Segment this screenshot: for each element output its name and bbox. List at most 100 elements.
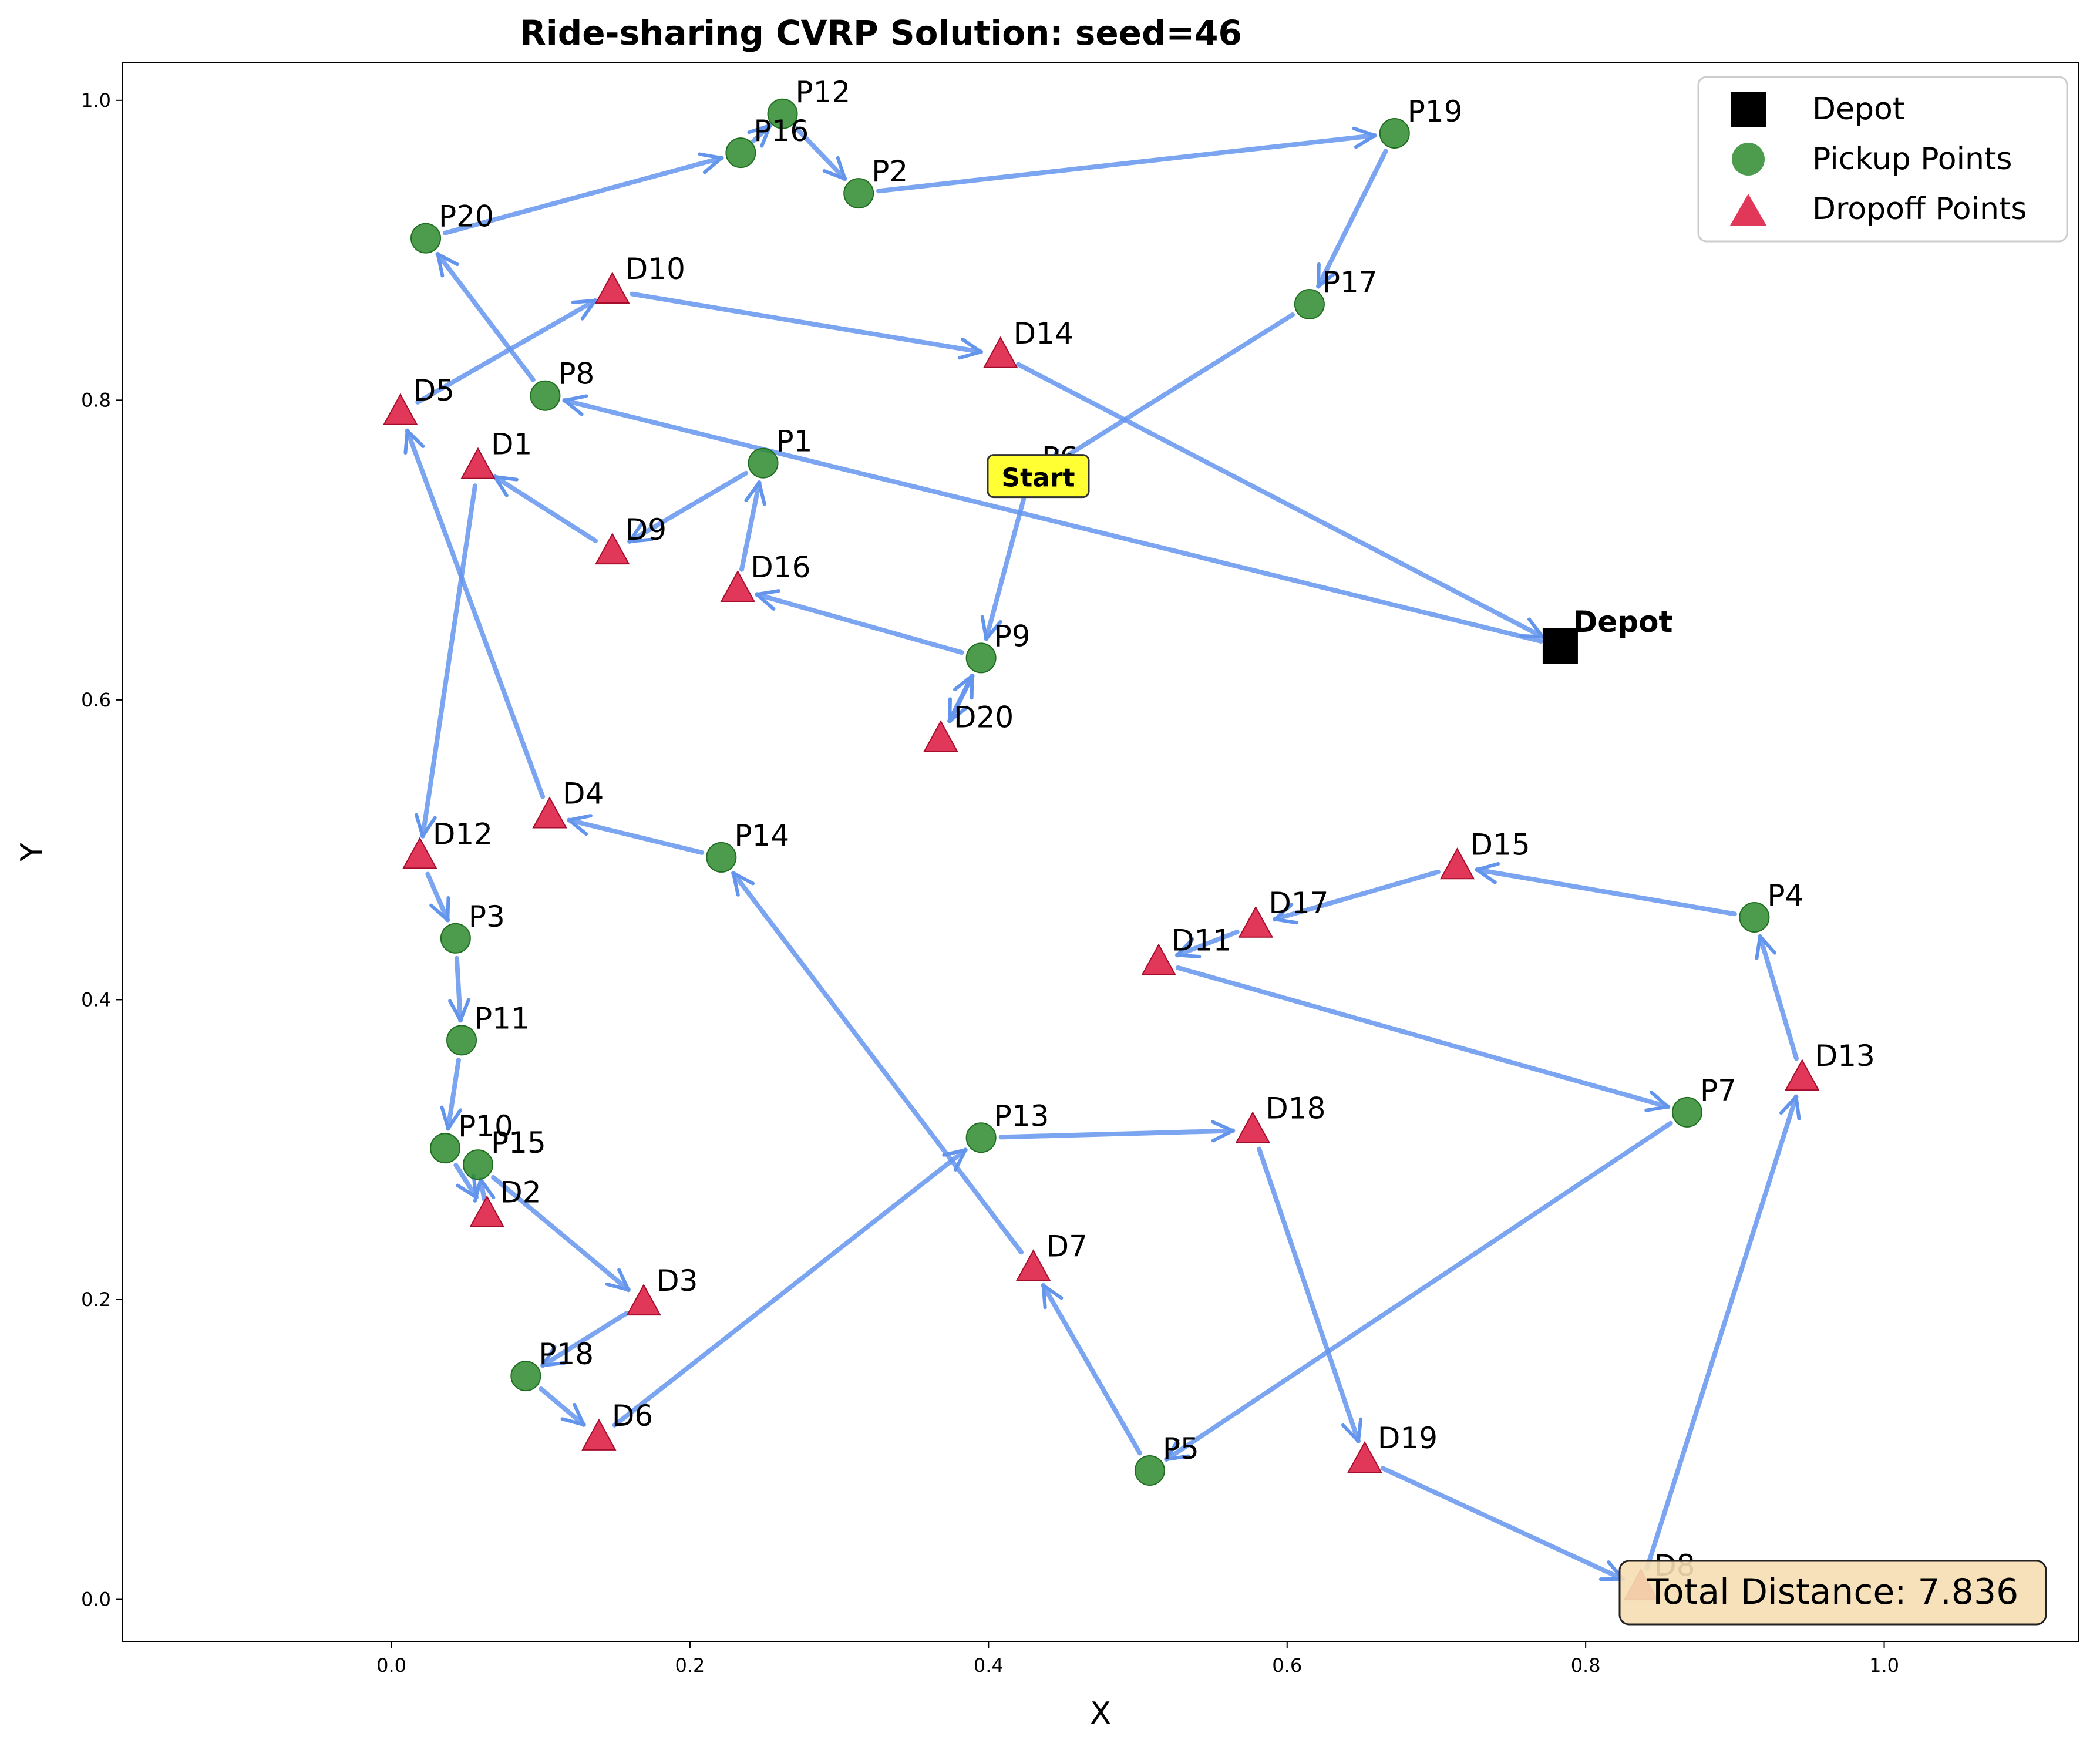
pickup-point-p3: [440, 923, 471, 954]
route-segment-d15-to-d17: [1273, 869, 1441, 925]
point-label-p1: P1: [776, 425, 813, 459]
y-axis-label: Y: [15, 843, 50, 862]
dropoff-point-d17: [1238, 906, 1274, 938]
x-tick-label: 0.2: [675, 1654, 705, 1677]
point-label-d17: D17: [1268, 886, 1328, 920]
dropoff-point-d15: [1439, 847, 1475, 880]
route-layer: [403, 123, 1801, 1581]
point-label-p14: P14: [734, 819, 789, 853]
route-segment-depot-to-p8: [562, 394, 1543, 644]
pickup-point-p13: [965, 1122, 997, 1153]
route-segment-d1-to-d12: [415, 483, 477, 839]
point-label-d7: D7: [1046, 1229, 1088, 1263]
pickup-point-p16: [725, 137, 756, 169]
point-label-d3: D3: [657, 1264, 698, 1298]
depot-marker: [1542, 628, 1578, 664]
x-tick-label: 0.0: [376, 1654, 406, 1677]
point-label-p8: P8: [558, 357, 594, 391]
route-segment-p13-to-d18: [998, 1120, 1236, 1143]
point-label-d12: D12: [433, 817, 493, 851]
route-segment-d10-to-d14: [630, 291, 984, 360]
point-label-p12: P12: [796, 75, 851, 109]
y-tick-label: 1.0: [81, 89, 111, 112]
point-label-d19: D19: [1378, 1421, 1438, 1455]
pickup-point-p19: [1379, 117, 1410, 149]
pickup-point-p5: [1134, 1455, 1165, 1486]
point-label-d11: D11: [1172, 924, 1231, 958]
route-segment-p11-to-p10: [440, 1057, 463, 1131]
point-label-d14: D14: [1014, 317, 1073, 351]
route-segment-d13-to-p4: [1755, 934, 1799, 1061]
start-label: Start: [1001, 463, 1075, 493]
pickup-point-p9: [965, 642, 997, 674]
point-label-d1: D1: [491, 428, 532, 462]
route-segment-d12-to-p3: [425, 871, 450, 923]
start-annotation: Start: [987, 454, 1090, 499]
point-label-d16: D16: [751, 550, 810, 584]
y-tick-label: 0.4: [81, 988, 111, 1011]
pickup-point-p1: [748, 447, 779, 479]
y-tick-label: 0.8: [81, 389, 111, 411]
point-label-p10: P10: [458, 1109, 513, 1143]
point-label-p2: P2: [871, 154, 908, 189]
route-segment-p20-to-p16: [442, 152, 724, 235]
route-segment-p6-to-p9: [980, 496, 1027, 641]
legend-dropoff-label: Dropoff Points: [1812, 191, 2027, 227]
route-segment-d5-to-d10: [415, 298, 598, 405]
x-tick-label: 1.0: [1869, 1654, 1899, 1677]
point-label-d4: D4: [563, 776, 604, 810]
route-segment-p2-to-p19: [876, 126, 1377, 194]
total-distance-box: Total Distance: 7.836: [1618, 1560, 2047, 1626]
route-segment-p4-to-d15: [1475, 861, 1737, 917]
route-segment-p10-to-d2: [453, 1162, 479, 1200]
route-segment-p14-to-d4: [567, 814, 705, 855]
route-segment-p19-to-p17: [1316, 149, 1388, 289]
route-segment-p9-to-d16: [755, 589, 964, 655]
start-box: [987, 454, 1090, 499]
dropoff-point-d13: [1785, 1059, 1820, 1091]
point-label-p13: P13: [994, 1099, 1049, 1133]
dropoff-point-d19: [1347, 1441, 1382, 1473]
point-label-p15: P15: [491, 1126, 546, 1160]
route-segment-p5-to-d7: [1041, 1283, 1142, 1456]
pickup-point-p7: [1672, 1096, 1702, 1128]
point-label-d5: D5: [413, 373, 455, 408]
route-segment-d7-to-p14: [731, 871, 1024, 1255]
point-label-p3: P3: [469, 900, 505, 934]
point-label-d13: D13: [1815, 1039, 1875, 1073]
total-distance-frame: [1618, 1560, 2047, 1626]
labels-layer: P1P2P3P4P5P6P7P8P9P10P11P12P13P14P15P16P…: [413, 75, 1875, 1583]
pickup-point-p11: [446, 1025, 477, 1056]
points-layer: [383, 98, 1820, 1601]
dropoff-point-d7: [1015, 1249, 1051, 1281]
legend-depot-marker: [1731, 92, 1766, 127]
dropoff-point-d2: [469, 1195, 504, 1227]
route-segment-p8-to-p20: [435, 251, 536, 382]
route-segment-d11-to-p7: [1175, 965, 1671, 1112]
y-tick-label: 0.0: [81, 1589, 111, 1611]
point-label-p4: P4: [1767, 879, 1803, 913]
route-segment-p7-to-p5: [1164, 1120, 1673, 1462]
pickup-point-p15: [462, 1149, 493, 1180]
legend-depot-label: Depot: [1812, 92, 1904, 127]
dropoff-point-d10: [595, 271, 630, 304]
route-segment-p1-to-d9: [627, 470, 749, 544]
point-label-p19: P19: [1408, 95, 1463, 129]
x-tick-label: 0.4: [974, 1654, 1004, 1677]
route-segment-d14-to-depot: [1015, 362, 1545, 640]
point-label-p11: P11: [474, 1001, 530, 1035]
route-segment-d4-to-d5: [403, 428, 546, 799]
route-segment-d19-to-d8: [1380, 1466, 1626, 1581]
point-label-d15: D15: [1470, 827, 1530, 861]
pickup-point-p14: [706, 842, 737, 873]
point-label-p17: P17: [1322, 265, 1378, 299]
pickup-point-p2: [843, 178, 874, 209]
dropoff-point-d11: [1141, 943, 1176, 975]
depot-label: Depot: [1573, 605, 1672, 639]
legend-frame: [1697, 76, 2068, 243]
dropoff-point-d5: [383, 393, 418, 425]
pickup-point-p20: [410, 223, 442, 254]
chart-title: Ride-sharing CVRP Solution: seed=46: [520, 13, 1242, 53]
route-segment-p3-to-p11: [448, 955, 471, 1023]
x-tick-label: 0.6: [1272, 1654, 1302, 1677]
